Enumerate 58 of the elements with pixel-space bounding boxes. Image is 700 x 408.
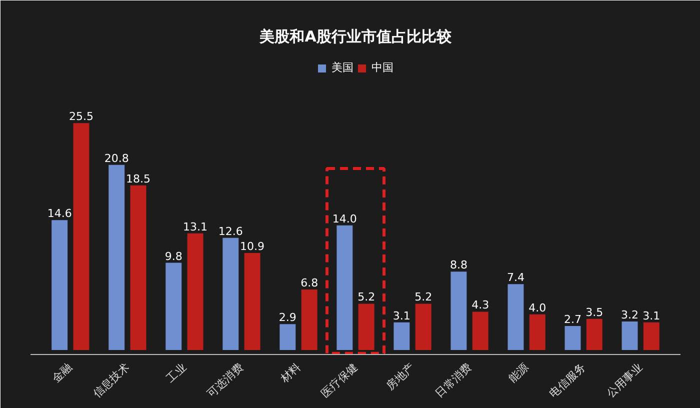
x-tick-label: 可选消费	[204, 360, 246, 400]
x-tick-label: 金融	[50, 360, 75, 386]
bar	[130, 185, 146, 350]
bar	[508, 284, 524, 350]
x-tick-label: 信息技术	[90, 360, 132, 400]
bar	[244, 252, 260, 350]
bar	[415, 304, 432, 350]
data-label: 5.2	[414, 290, 432, 304]
data-label: 3.5	[586, 306, 604, 319]
bar	[564, 326, 581, 350]
legend-label: 美国	[332, 60, 354, 75]
data-label: 3.1	[642, 309, 660, 322]
data-label: 13.1	[183, 220, 208, 234]
data-label: 7.4	[506, 271, 524, 284]
bar	[529, 314, 546, 350]
bar	[358, 304, 374, 350]
x-tick-label: 工业	[164, 360, 189, 386]
bar	[394, 322, 410, 350]
x-tick-label: 能源	[506, 360, 531, 386]
x-tick-label: 公用事业	[604, 360, 646, 400]
data-label: 9.8	[164, 250, 182, 263]
bar	[336, 225, 353, 350]
bar	[643, 322, 660, 350]
x-tick-label: 材料	[277, 360, 303, 386]
data-label: 3.1	[392, 309, 410, 322]
bar	[472, 312, 488, 350]
data-label: 25.5	[69, 110, 94, 124]
x-tick-label: 房地产	[384, 360, 417, 393]
bar	[52, 220, 68, 350]
data-label: 18.5	[126, 172, 151, 186]
bar	[187, 233, 204, 350]
data-label: 6.8	[300, 276, 318, 290]
data-label: 20.8	[104, 152, 129, 165]
bar	[450, 272, 467, 350]
data-label: 10.9	[240, 240, 265, 253]
bar	[108, 164, 125, 350]
data-label: 4.3	[472, 298, 490, 312]
bar	[222, 238, 239, 350]
bar	[586, 318, 602, 350]
bar	[73, 123, 90, 350]
data-label: 5.2	[358, 290, 376, 304]
data-label: 12.6	[218, 224, 243, 238]
data-label: 2.9	[278, 311, 296, 324]
data-label: 14.6	[47, 207, 72, 220]
bar	[166, 262, 182, 350]
data-label: 4.0	[528, 301, 546, 314]
bar	[280, 324, 296, 350]
bar	[301, 289, 318, 350]
data-label: 2.7	[564, 312, 582, 326]
x-tick-label: 医疗保健	[318, 360, 360, 400]
x-tick-label: 电信服务	[546, 360, 588, 400]
data-label: 8.8	[450, 258, 468, 272]
data-label: 3.2	[621, 308, 639, 322]
x-tick-label: 日常消费	[432, 360, 474, 400]
data-label: 14.0	[332, 212, 357, 226]
chart-title: 美股和A股行业市值占比比较	[258, 28, 452, 46]
bar	[622, 321, 638, 350]
legend-label: 中国	[372, 60, 394, 75]
